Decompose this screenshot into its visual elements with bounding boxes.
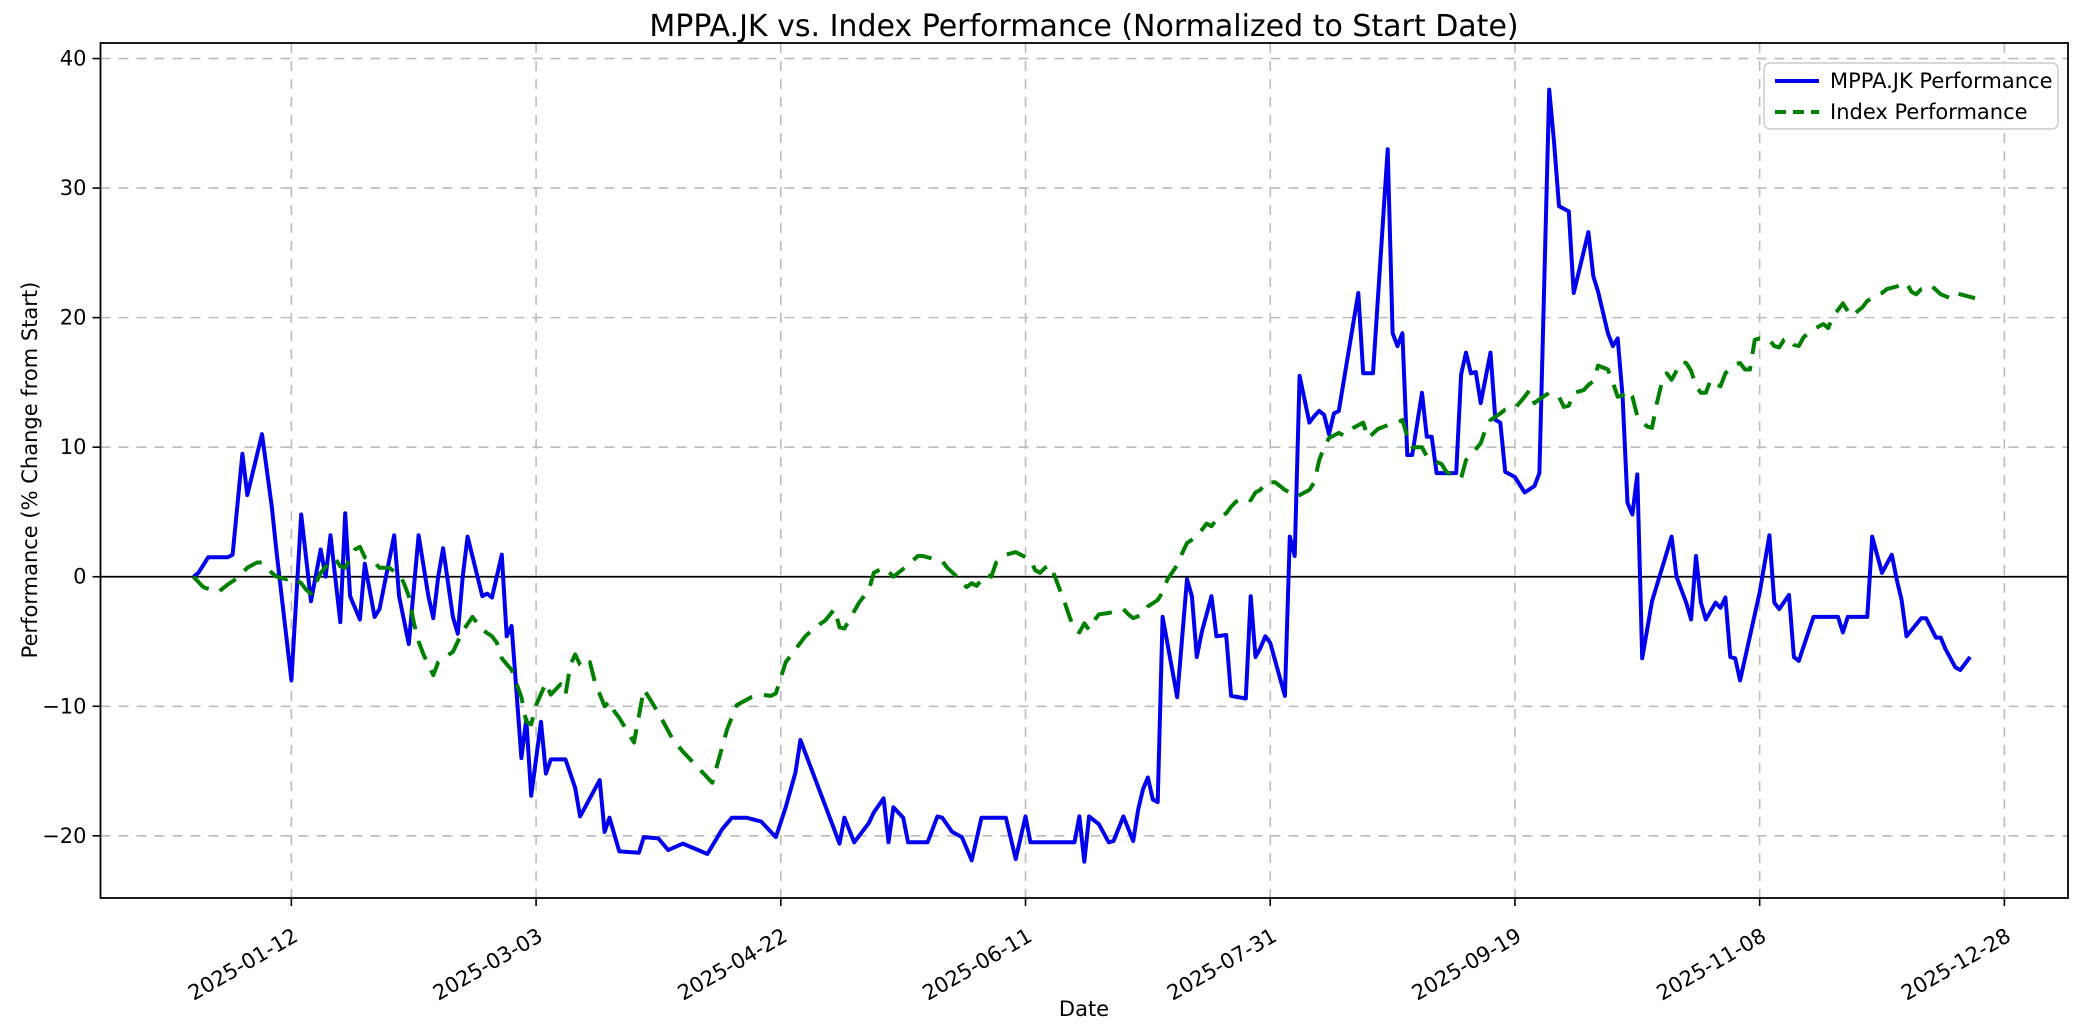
- legend-box: [1763, 62, 2059, 130]
- mppa-performance-line: [192, 87, 1972, 864]
- x-tick-label: 2025-12-28: [1897, 924, 2015, 1006]
- x-axis-label: Date: [1058, 997, 1110, 1021]
- x-tick-label: 2025-04-22: [674, 924, 792, 1006]
- legend-label: Index Performance: [1830, 100, 2028, 124]
- y-tick-label: 10: [60, 435, 87, 459]
- index-performance-line: [192, 280, 1976, 785]
- y-tick-label: −10: [42, 694, 86, 718]
- plot-border: [99, 42, 2069, 899]
- x-tick-label: 2025-11-08: [1652, 924, 1770, 1006]
- x-tick-label: 2025-09-19: [1408, 924, 1526, 1006]
- y-tick-label: 0: [73, 565, 86, 589]
- x-tick-label: 2025-01-12: [184, 924, 302, 1006]
- y-tick-label: 30: [60, 176, 87, 200]
- y-tick-label: −20: [42, 824, 86, 848]
- x-tick-label: 2025-06-11: [918, 924, 1036, 1006]
- chart-title: MPPA.JK vs. Index Performance (Normalize…: [649, 9, 1519, 44]
- y-tick-label: 20: [60, 306, 87, 330]
- x-tick-label: 2025-03-03: [429, 924, 547, 1006]
- x-tick-label: 2025-07-31: [1163, 924, 1281, 1006]
- y-tick-label: 40: [60, 47, 87, 71]
- legend-label: MPPA.JK Performance: [1830, 69, 2053, 93]
